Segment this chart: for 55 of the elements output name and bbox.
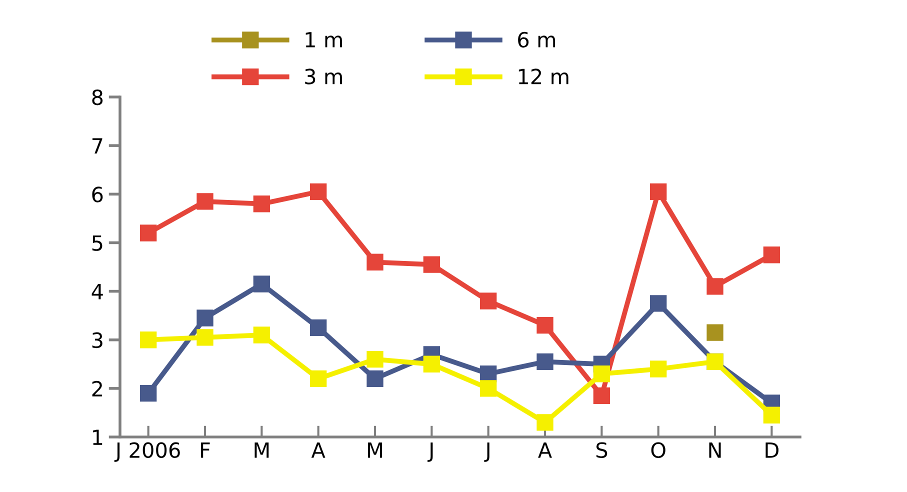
- x-tick-label: M: [368, 442, 382, 458]
- point: [763, 246, 780, 264]
- x-tick-label: M: [254, 442, 269, 458]
- point: [196, 193, 214, 210]
- point: [253, 276, 270, 292]
- point: [480, 380, 497, 397]
- y-tick-label: 3: [92, 332, 102, 348]
- y-tick-label: 7: [92, 138, 102, 154]
- legend-label: 3 m: [305, 68, 342, 84]
- point: [253, 196, 270, 212]
- y-tick-label: 6: [92, 186, 103, 202]
- x-tick-label: J: [484, 442, 490, 462]
- y-tick-label: 5: [92, 235, 102, 251]
- legend-label: 1 m: [306, 32, 342, 48]
- x-tick-label: A: [311, 442, 326, 458]
- point: [650, 183, 667, 200]
- x-tick-label: A: [538, 442, 552, 458]
- point: [650, 360, 667, 378]
- point: [536, 316, 554, 334]
- point: [366, 370, 384, 388]
- point: [423, 356, 440, 372]
- point: [593, 387, 610, 404]
- point: [140, 384, 157, 402]
- y-tick-label: 2: [92, 380, 102, 396]
- point: [310, 370, 327, 388]
- point: [140, 224, 157, 242]
- point: [196, 329, 214, 346]
- y-tick-label: 4: [92, 284, 103, 300]
- point: [423, 256, 440, 273]
- x-tick-label: J: [428, 442, 433, 462]
- point: [536, 353, 554, 370]
- x-tick-label: N: [709, 442, 721, 458]
- x-tick-label: S: [596, 442, 608, 458]
- point: [310, 319, 327, 336]
- legend-label: 6 m: [518, 32, 556, 48]
- point: [706, 324, 724, 341]
- x-tick-label: F: [201, 442, 210, 458]
- x-tick-label: D: [766, 442, 778, 458]
- point: [196, 310, 214, 326]
- point: [593, 366, 610, 382]
- point: [536, 414, 554, 431]
- point: [650, 295, 667, 312]
- x-tick-label: O: [651, 442, 666, 458]
- legend-label: 12 m: [518, 68, 568, 84]
- point: [140, 332, 157, 348]
- point: [310, 183, 327, 200]
- y-tick-label: 8: [92, 89, 103, 106]
- x-tick-label: J 2006: [114, 442, 180, 462]
- y-tick-label: 1: [93, 430, 102, 445]
- point: [480, 292, 497, 310]
- point: [366, 350, 384, 368]
- point: [763, 406, 780, 424]
- point: [366, 254, 384, 270]
- point: [253, 326, 270, 344]
- point: [706, 278, 724, 295]
